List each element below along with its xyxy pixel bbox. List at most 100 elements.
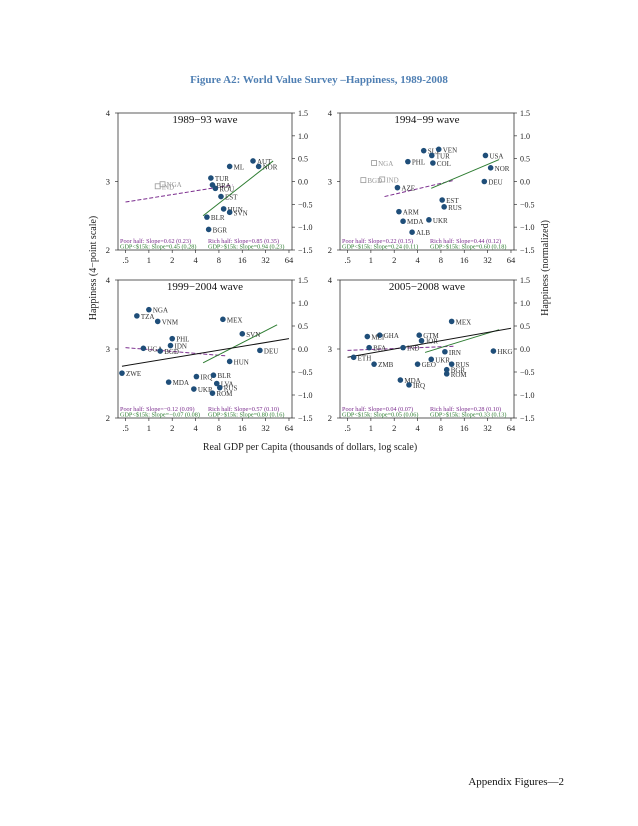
y-tick-label-left: 2	[106, 245, 110, 255]
data-point	[426, 217, 432, 223]
data-point-hollow	[159, 181, 166, 188]
data-point-label: TUR	[215, 175, 229, 183]
slope-note-poor-half: Poor half: Slope=0.22 (0.15)	[342, 238, 413, 245]
panel-title: 1994−99 wave	[394, 114, 459, 126]
data-point-label: BFA	[373, 345, 386, 353]
data-point-label: IDN	[174, 343, 186, 351]
fit-line-overall	[121, 338, 290, 367]
data-point-label: MEX	[456, 318, 472, 326]
y-tick-label-right: −1.0	[298, 223, 313, 232]
x-tick-label: 32	[261, 423, 270, 433]
data-point	[487, 165, 494, 171]
y-tick-label-right: −1.5	[520, 414, 535, 423]
x-tick-label: 1	[147, 423, 151, 433]
x-tick-label: 4	[193, 255, 198, 265]
data-point-label: HKG	[497, 348, 512, 356]
slope-note-gdp-high: GDP>$15k: Slope=0.33 (0.13)	[430, 412, 506, 419]
y-tick-label-right: −1.5	[520, 246, 535, 255]
x-tick-label: .5	[344, 423, 350, 433]
y-tick-label-right: −1.5	[298, 414, 313, 423]
x-tick-label: 32	[261, 255, 270, 265]
data-point-label: VNM	[162, 318, 179, 326]
data-point	[239, 331, 246, 337]
y-tick-label-right: 0.0	[298, 345, 308, 354]
x-axis-label: Real GDP per Capita (thousands of dollar…	[203, 442, 417, 453]
data-point-label: ETH	[358, 354, 372, 362]
data-point-label: SVN	[234, 209, 248, 217]
data-point	[220, 316, 226, 323]
data-point-label: BGR	[213, 226, 228, 234]
data-point-label: GEO	[422, 361, 436, 369]
data-point	[209, 390, 216, 396]
fit-line-rich	[202, 324, 278, 364]
x-tick-label: 8	[217, 255, 221, 265]
x-tick-label: 1	[147, 255, 151, 265]
data-point-label: UKR	[198, 386, 213, 394]
data-point	[216, 384, 223, 391]
data-point	[146, 306, 152, 313]
data-point-label: EST	[446, 197, 459, 205]
x-tick-label: 64	[507, 255, 516, 265]
x-tick-label: 32	[483, 255, 492, 265]
slope-note-gdp-high: GDP>$15k: Slope=0.80 (0.16)	[208, 412, 284, 419]
data-point-label: SVN	[246, 331, 260, 339]
data-point-label: NGA	[153, 307, 168, 315]
y-tick-label-right: 1.5	[520, 109, 530, 118]
data-point-label: ML	[234, 163, 245, 171]
slope-note-rich-half: Rich half: Slope=0.44 (0.12)	[430, 238, 501, 245]
data-point	[157, 348, 164, 354]
data-point-label: BGD	[164, 348, 179, 356]
x-tick-label: 64	[507, 423, 516, 433]
data-point-label: EST	[225, 194, 238, 202]
x-tick-label: 2	[170, 423, 174, 433]
data-point-label: RUS	[448, 204, 462, 212]
data-point	[193, 373, 200, 380]
data-point-label: TUR	[436, 152, 450, 160]
x-tick-label: 16	[460, 255, 469, 265]
x-tick-label: .5	[122, 255, 128, 265]
data-point	[481, 178, 488, 185]
y-tick-label-left: 3	[328, 177, 332, 187]
data-point	[250, 158, 256, 164]
data-point-label: AZE	[401, 185, 415, 193]
data-point	[400, 344, 406, 351]
data-point	[376, 332, 383, 339]
slope-note-gdp-low: GDP<$15k: Slope=−0.07 (0.08)	[120, 412, 200, 419]
y-tick-label-right: 1.5	[520, 276, 530, 285]
panel-title: 2005−2008 wave	[389, 281, 465, 293]
data-point	[435, 146, 442, 153]
data-point	[165, 379, 172, 385]
data-point	[448, 318, 455, 325]
x-tick-label: 64	[285, 255, 294, 265]
data-point	[350, 354, 357, 361]
data-point	[394, 184, 401, 191]
slope-note-gdp-high: GDP>$15k: Slope=0.94 (0.23)	[208, 244, 284, 251]
slope-note-poor-half: Poor half: Slope=−0.12 (0.09)	[120, 406, 195, 413]
y-tick-label-right: 0.5	[520, 155, 530, 164]
data-point-label: NGA	[378, 160, 393, 168]
data-point-label: COL	[437, 160, 451, 168]
x-tick-label: 4	[193, 423, 198, 433]
plot-frame	[117, 112, 293, 251]
data-point	[482, 152, 489, 159]
y-axis-right-label: Happiness (normalized)	[540, 220, 551, 316]
data-point	[226, 358, 233, 365]
data-point-hollow	[371, 160, 377, 166]
x-tick-label: 8	[217, 423, 221, 433]
y-tick-label-left: 2	[328, 413, 332, 423]
data-point	[169, 335, 176, 342]
y-tick-label-right: 0.0	[520, 178, 530, 187]
panel-group: 1989−93 wave.5 1 2 4 8 16 32 64234−1.5−1.0−0.50…	[106, 108, 535, 433]
y-tick-label-right: −1.0	[298, 391, 313, 400]
y-tick-label-right: 0.0	[520, 345, 530, 354]
x-tick-label: .5	[122, 423, 128, 433]
data-point	[409, 229, 415, 235]
y-tick-label-right: −0.5	[298, 368, 313, 377]
fit-line-rich	[202, 160, 274, 217]
y-tick-label-left: 2	[328, 245, 332, 255]
data-point	[490, 348, 497, 354]
panel-title: 1999−2004 wave	[167, 281, 243, 293]
y-tick-label-left: 4	[328, 108, 333, 118]
slope-note-rich-half: Rich half: Slope=0.85 (0.35)	[208, 238, 279, 245]
data-point-label: BGR	[451, 367, 466, 375]
